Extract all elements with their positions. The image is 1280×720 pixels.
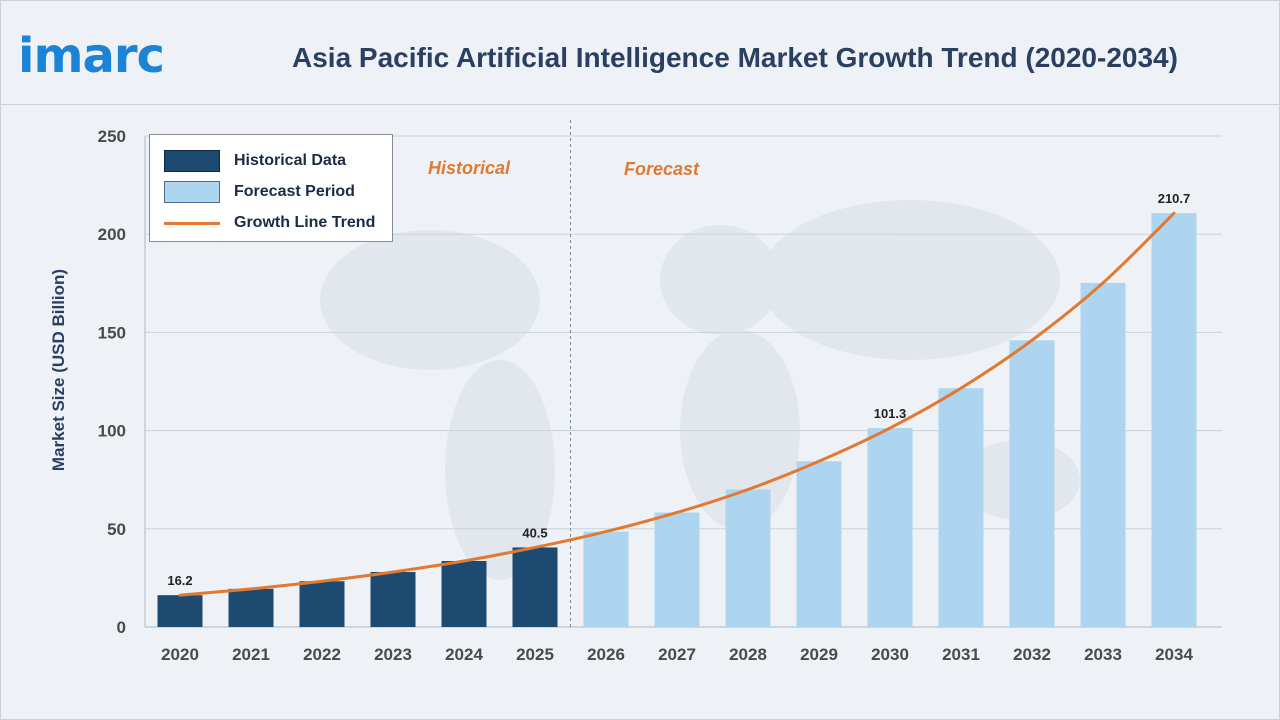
legend-label-forecast: Forecast Period — [234, 183, 355, 200]
bar-forecast — [796, 461, 842, 627]
bar-historical — [512, 547, 558, 627]
y-tick-label: 0 — [117, 618, 126, 637]
imarc-logo: imarc — [18, 28, 165, 84]
x-tick-label: 2027 — [658, 645, 696, 664]
legend-item-growth: Growth Line Trend — [164, 210, 375, 236]
growth-trend-line — [178, 211, 1176, 597]
x-tick-label: 2029 — [800, 645, 838, 664]
bar-forecast — [1009, 340, 1055, 627]
bar-forecast — [867, 428, 913, 627]
bar-historical — [370, 572, 416, 627]
legend-label-growth: Growth Line Trend — [234, 214, 376, 231]
x-tick-label: 2020 — [161, 645, 199, 664]
x-tick-label: 2030 — [871, 645, 909, 664]
bar-historical — [441, 561, 487, 627]
legend-swatch-growth — [164, 221, 220, 225]
data-label: 101.3 — [874, 406, 907, 421]
bar-historical — [157, 595, 203, 627]
y-tick-label: 100 — [98, 422, 126, 441]
legend-swatch-forecast — [164, 181, 220, 203]
data-label: 16.2 — [167, 573, 192, 588]
x-tick-label: 2023 — [374, 645, 412, 664]
y-axis-label: Market Size (USD Billion) — [49, 269, 68, 471]
legend-swatch-historical — [164, 150, 220, 172]
chart-legend: Historical Data Forecast Period Growth L… — [149, 134, 393, 242]
bar-forecast — [1080, 282, 1126, 627]
world-map-watermark — [320, 200, 1080, 580]
legend-item-forecast: Forecast Period — [164, 179, 355, 205]
bar-forecast — [725, 489, 771, 627]
x-tick-label: 2032 — [1013, 645, 1051, 664]
x-tick-label: 2026 — [587, 645, 625, 664]
legend-label-historical: Historical Data — [234, 152, 347, 169]
y-tick-label: 150 — [98, 323, 126, 342]
historical-period-label: Historical — [428, 158, 511, 178]
bar-forecast — [583, 531, 629, 627]
data-label: 210.7 — [1158, 191, 1191, 206]
x-tick-label: 2025 — [516, 645, 554, 664]
legend-item-historical: Historical Data — [164, 148, 346, 174]
bar-historical — [299, 581, 345, 627]
bar-forecast — [1151, 213, 1197, 628]
y-tick-label: 50 — [107, 520, 126, 539]
x-tick-label: 2031 — [942, 645, 980, 664]
forecast-period-label: Forecast — [624, 159, 700, 179]
chart-title: Asia Pacific Artificial Intelligence Mar… — [292, 42, 1178, 73]
x-tick-label: 2021 — [232, 645, 270, 664]
x-tick-label: 2028 — [729, 645, 767, 664]
y-tick-label: 250 — [98, 127, 126, 146]
x-tick-label: 2024 — [445, 645, 483, 664]
bar-forecast — [938, 388, 984, 627]
x-tick-label: 2033 — [1084, 645, 1122, 664]
x-tick-label: 2034 — [1155, 645, 1193, 664]
bar-historical — [228, 588, 274, 627]
bar-forecast — [654, 512, 700, 627]
x-tick-label: 2022 — [303, 645, 341, 664]
header-divider — [0, 104, 1280, 105]
y-tick-label: 200 — [98, 225, 126, 244]
data-label: 40.5 — [522, 525, 547, 540]
